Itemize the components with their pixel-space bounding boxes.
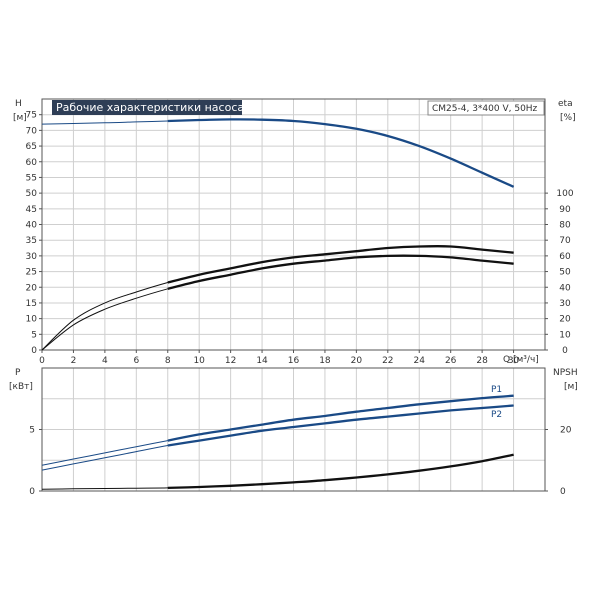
p1-series-label: P1 xyxy=(491,385,502,395)
x-tick-label-3: 6 xyxy=(133,356,139,366)
eta-tick-label-9: 90 xyxy=(559,205,571,215)
model-label: CM25-4, 3*400 V, 50Hz xyxy=(432,104,538,114)
eta-tick-label-6: 60 xyxy=(559,252,571,262)
eta-tick-label-0: 0 xyxy=(562,346,568,356)
h-tick-label-10: 50 xyxy=(26,189,38,199)
model-label-box xyxy=(427,100,545,116)
x-tick-label-9: 18 xyxy=(319,356,331,366)
h-tick-label-13: 65 xyxy=(26,142,37,152)
top-panel-grid xyxy=(42,99,545,350)
h-tick-label-12: 60 xyxy=(26,158,38,168)
x-tick-label-7: 14 xyxy=(256,356,268,366)
h-tick-label-2: 10 xyxy=(26,315,38,325)
h-tick-label-4: 20 xyxy=(26,283,38,293)
h-tick-label-15: 75 xyxy=(26,111,37,121)
x-tick-label-8: 16 xyxy=(288,356,300,366)
h-tick-label-9: 45 xyxy=(26,205,37,215)
h-axis-label: H xyxy=(15,99,22,109)
x-tick-label-12: 24 xyxy=(414,356,426,366)
top-panel-series xyxy=(41,118,515,351)
bottom-panel-ticks: 0 5 0 20 xyxy=(29,426,571,498)
x-tick-label-2: 4 xyxy=(102,356,108,366)
bottom-series-0-line xyxy=(41,395,514,466)
eta-tick-label-5: 50 xyxy=(559,268,571,278)
npsh-axis-label: NPSH xyxy=(553,368,578,378)
q-axis-unit: [м³/ч] xyxy=(513,355,539,365)
npsh-axis-unit: [м] xyxy=(564,382,578,392)
p-axis-unit: [кВт] xyxy=(9,382,33,392)
top-series-0-line xyxy=(41,118,514,188)
eta-tick-label-1: 10 xyxy=(559,330,571,340)
chart-title: Рабочие характеристики насоса xyxy=(56,101,244,114)
x-tick-label-4: 8 xyxy=(165,356,171,366)
eta-axis-label: eta xyxy=(558,99,573,109)
npsh-tick-label-1: 20 xyxy=(560,426,572,436)
h-tick-label-14: 70 xyxy=(26,126,38,136)
h-tick-label-11: 55 xyxy=(26,173,37,183)
p-axis-label: P xyxy=(15,368,21,378)
npsh-tick-label-0: 0 xyxy=(560,487,566,497)
p-tick-label-0: 0 xyxy=(29,487,35,497)
x-tick-label-0: 0 xyxy=(39,356,45,366)
h-tick-label-1: 5 xyxy=(31,330,37,340)
h-axis-unit: [м] xyxy=(13,113,27,123)
h-tick-label-0: 0 xyxy=(31,346,37,356)
p-tick-label-1: 5 xyxy=(29,426,35,436)
x-tick-label-6: 12 xyxy=(225,356,236,366)
x-tick-label-10: 20 xyxy=(351,356,363,366)
bottom-panel-grid xyxy=(42,368,545,491)
top-panel-ticks: 0 2 4 6 8 10 12 14 16 18 20 22 24 26 28 300510152025303… xyxy=(26,111,574,366)
x-tick-label-5: 10 xyxy=(193,356,205,366)
eta-tick-label-3: 30 xyxy=(559,299,571,309)
eta-tick-label-10: 100 xyxy=(556,189,573,199)
bottom-series-1-operating-range xyxy=(167,404,514,447)
top-series-1-operating-range xyxy=(167,254,514,290)
h-tick-label-5: 25 xyxy=(26,268,37,278)
h-tick-label-3: 15 xyxy=(26,299,37,309)
h-tick-label-7: 35 xyxy=(26,236,37,246)
eta-tick-label-2: 20 xyxy=(559,315,571,325)
h-tick-label-6: 30 xyxy=(26,252,38,262)
eta-tick-label-7: 70 xyxy=(559,236,571,246)
x-tick-label-13: 26 xyxy=(445,356,457,366)
eta-axis-unit: [%] xyxy=(560,113,576,123)
x-tick-label-14: 28 xyxy=(476,356,488,366)
x-tick-label-11: 22 xyxy=(382,356,393,366)
eta-tick-label-4: 40 xyxy=(559,283,571,293)
h-tick-label-8: 40 xyxy=(26,221,38,231)
bottom-series-2-operating-range xyxy=(167,453,514,490)
bottom-panel-series xyxy=(41,394,514,490)
top-series-0-operating-range xyxy=(167,118,515,188)
chart-title-box xyxy=(52,100,242,115)
p2-series-label: P2 xyxy=(491,410,502,420)
top-series-2-operating-range xyxy=(167,245,514,284)
x-tick-label-15: 30 xyxy=(508,356,520,366)
eta-tick-label-8: 80 xyxy=(559,221,571,231)
x-tick-label-1: 2 xyxy=(71,356,77,366)
q-axis-label: Q xyxy=(503,355,510,365)
bottom-series-0-operating-range xyxy=(167,394,514,442)
